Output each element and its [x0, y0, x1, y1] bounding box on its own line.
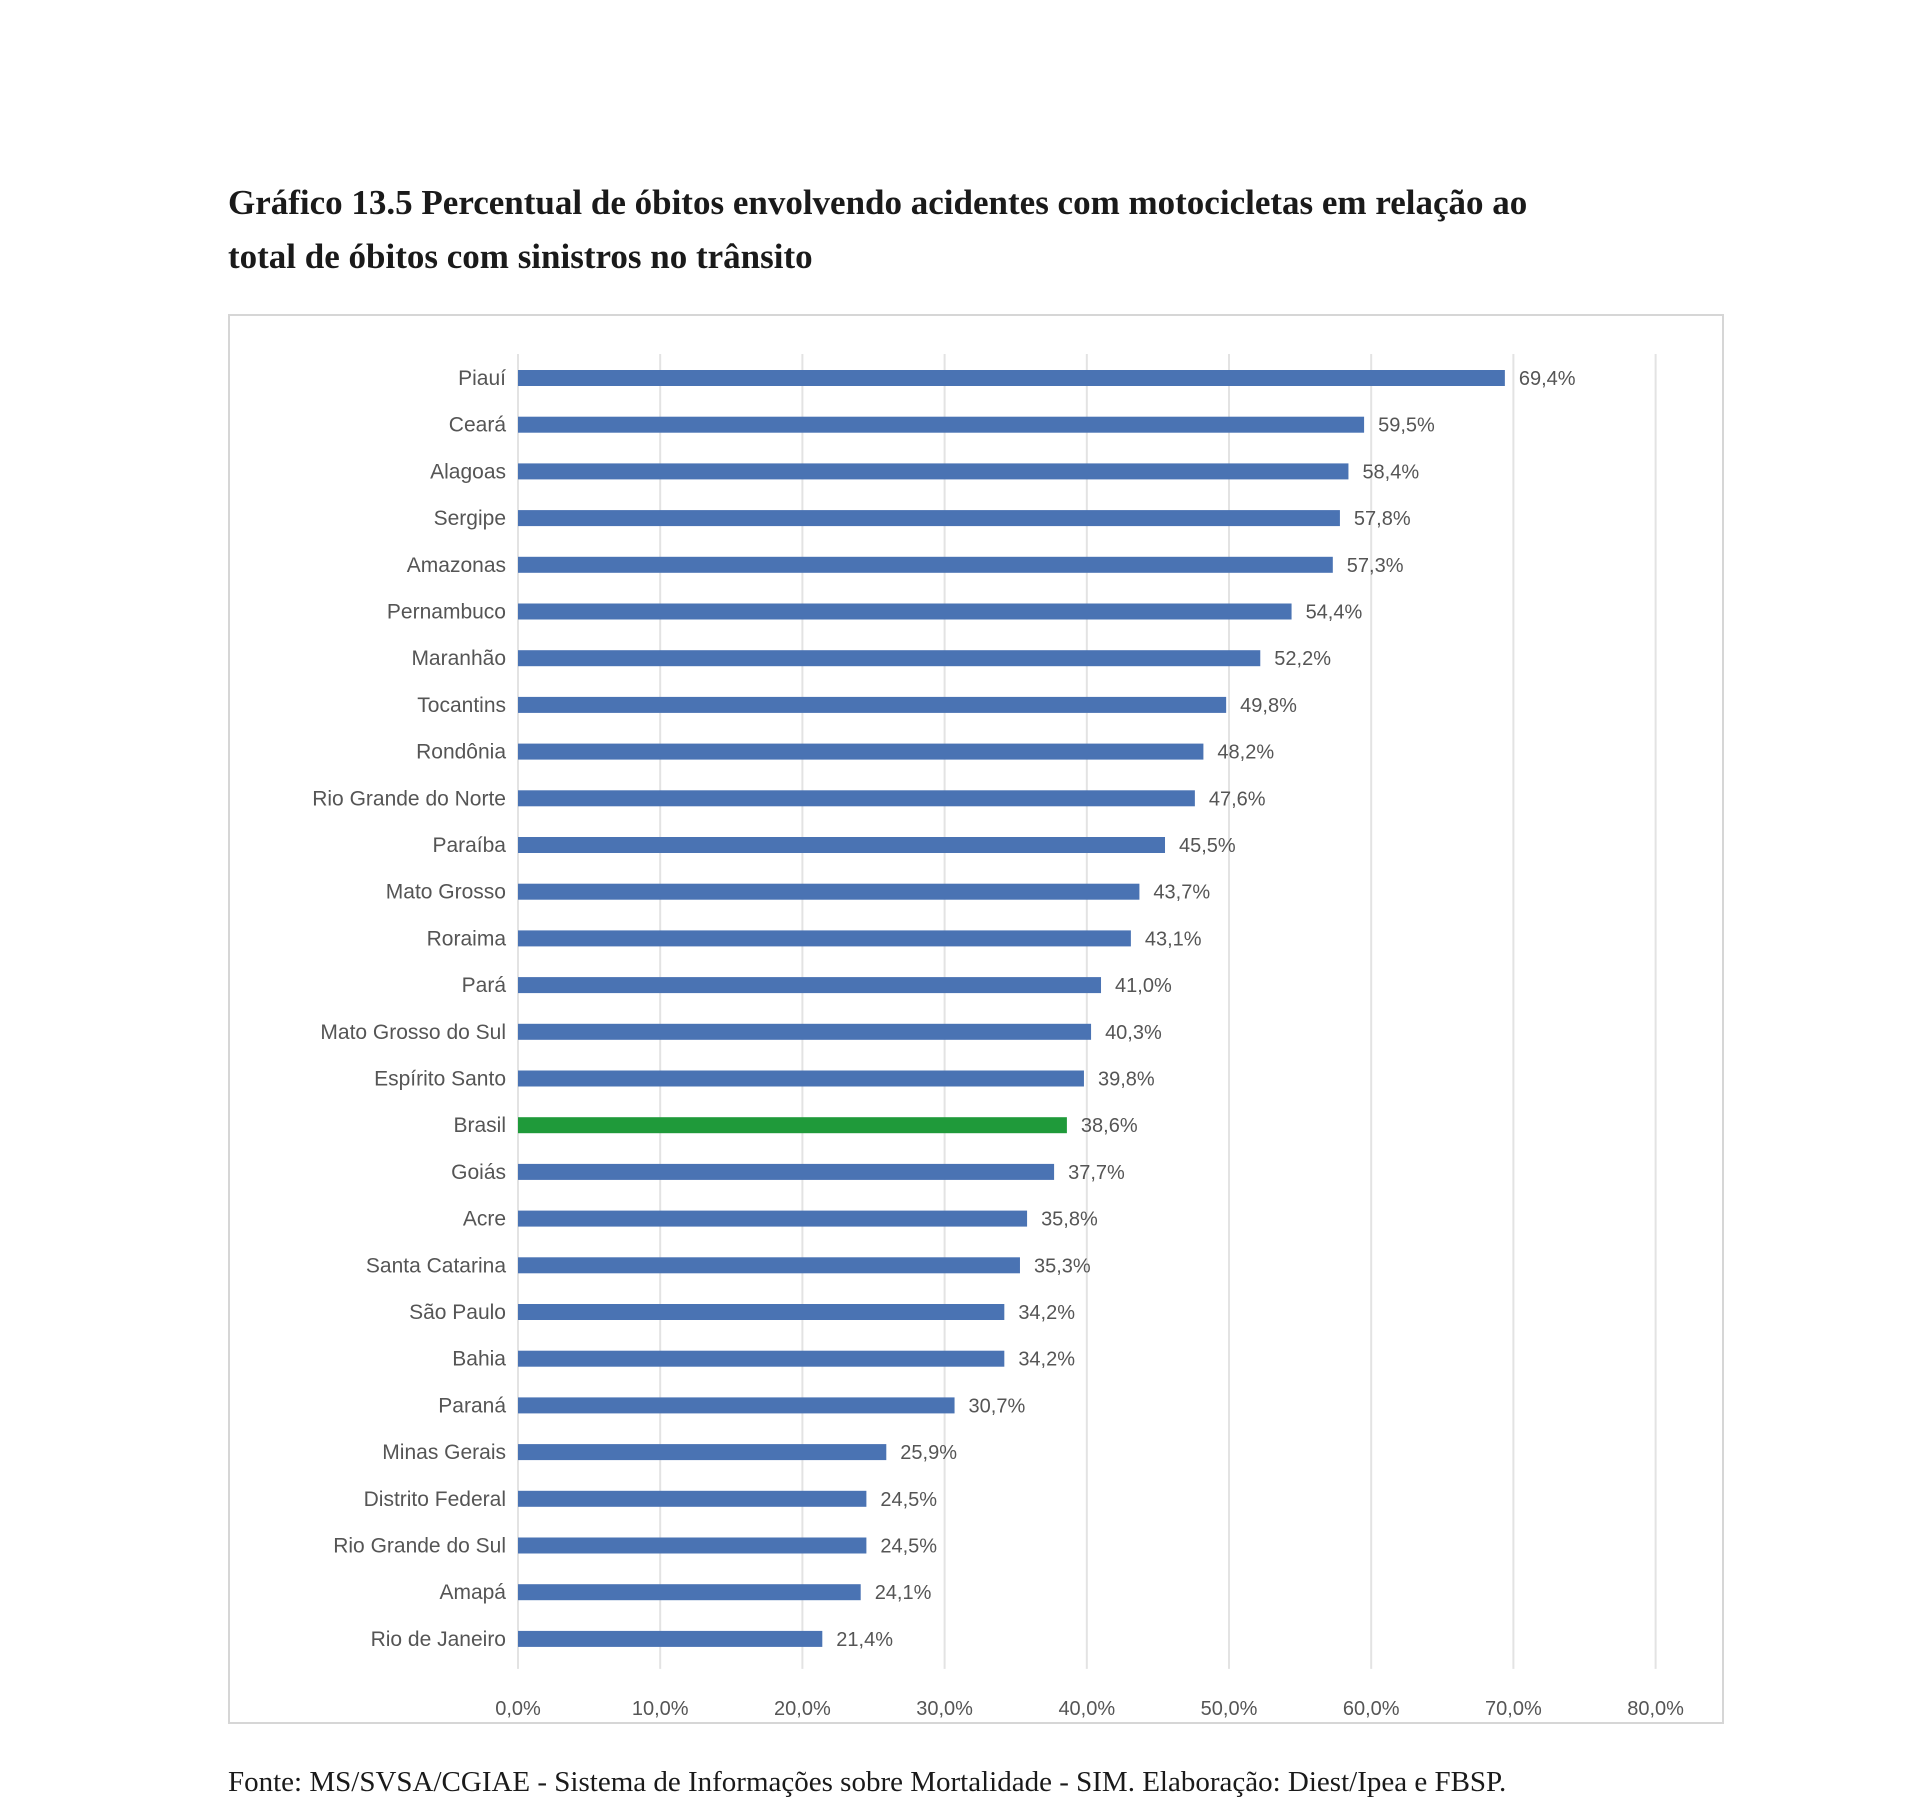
bar [518, 790, 1195, 807]
category-label: Maranhão [411, 647, 506, 670]
category-label: Ceará [449, 414, 507, 437]
data-label: 43,7% [1153, 882, 1210, 904]
bar [518, 1444, 887, 1461]
bar [518, 1350, 1005, 1367]
category-label: Santa Catarina [366, 1254, 506, 1277]
category-label: Paraná [438, 1394, 506, 1417]
bar [518, 1584, 861, 1601]
bar [518, 556, 1333, 573]
data-label: 24,5% [880, 1489, 937, 1511]
bar [518, 510, 1340, 527]
chart-title-line-1: Gráfico 13.5 Percentual de óbitos envolv… [228, 183, 1528, 222]
bar [518, 370, 1505, 386]
category-label: Amazonas [407, 554, 506, 577]
bar-highlight [518, 1117, 1067, 1134]
bar [518, 1304, 1005, 1320]
bar [518, 883, 1140, 900]
bar [518, 1537, 867, 1554]
category-label: Brasil [453, 1114, 506, 1137]
bar [518, 1163, 1055, 1180]
category-label: Paraíba [432, 834, 506, 857]
data-label: 58,4% [1362, 461, 1419, 483]
data-label: 40,3% [1105, 1022, 1162, 1044]
category-label: Rio Grande do Norte [312, 787, 506, 810]
category-label: Espírito Santo [374, 1068, 506, 1091]
x-tick-label: 60,0% [1343, 1698, 1400, 1720]
data-label: 38,6% [1081, 1115, 1138, 1137]
category-label: Pará [462, 974, 507, 997]
bar [518, 837, 1166, 853]
data-label: 24,5% [880, 1536, 937, 1558]
category-label: Rondônia [416, 741, 506, 764]
category-label: Mato Grosso [386, 881, 506, 904]
category-label: Rio de Janeiro [371, 1628, 506, 1651]
category-label: Pernambuco [387, 601, 506, 624]
bar [518, 1023, 1092, 1040]
data-label: 45,5% [1179, 835, 1236, 857]
category-label: Roraima [427, 927, 507, 950]
bar [518, 1210, 1028, 1227]
category-label: Acre [463, 1208, 506, 1231]
data-label: 37,7% [1068, 1162, 1125, 1184]
x-tick-label: 40,0% [1058, 1698, 1115, 1720]
x-tick-label: 30,0% [916, 1698, 973, 1720]
data-label: 25,9% [900, 1442, 957, 1464]
x-tick-label: 70,0% [1485, 1698, 1542, 1720]
category-label: Amapá [439, 1581, 506, 1604]
bar [518, 463, 1349, 480]
data-label: 59,5% [1378, 415, 1435, 437]
data-label: 30,7% [969, 1395, 1026, 1417]
data-label: 69,4% [1519, 368, 1576, 390]
bar [518, 696, 1227, 713]
bar [518, 1257, 1020, 1274]
data-label: 57,3% [1347, 555, 1404, 577]
category-label: Sergipe [434, 507, 506, 530]
x-tick-label: 20,0% [774, 1698, 831, 1720]
data-label: 57,8% [1354, 508, 1411, 530]
data-label: 43,1% [1145, 928, 1202, 950]
data-label: 54,4% [1306, 602, 1363, 624]
bar [518, 1070, 1084, 1087]
bar [518, 930, 1131, 947]
category-label: Alagoas [430, 460, 506, 483]
bar [518, 1630, 823, 1647]
bar [518, 603, 1292, 620]
category-label: Rio Grande do Sul [333, 1535, 506, 1558]
category-label: Goiás [451, 1161, 506, 1184]
chart-title-line-2: total de óbitos com sinistros no trânsit… [228, 237, 813, 276]
data-label: 52,2% [1274, 648, 1331, 670]
x-tick-label: 80,0% [1627, 1698, 1684, 1720]
data-label: 21,4% [836, 1629, 893, 1651]
category-label: Tocantins [417, 694, 506, 717]
bar-chart: 0,0% 10,0% 20,0% 30,0% 40,0% 50,0% 60,0% 70,0% 8… [312, 354, 1684, 1720]
data-label: 24,1% [875, 1582, 932, 1604]
category-label: Bahia [452, 1348, 506, 1371]
x-tick-label: 50,0% [1201, 1698, 1258, 1720]
data-label: 34,2% [1018, 1349, 1075, 1371]
chart-title: Gráfico 13.5 Percentual de óbitos envolv… [228, 176, 1728, 284]
category-label: Distrito Federal [364, 1488, 506, 1511]
bar [518, 416, 1365, 433]
category-label: São Paulo [409, 1301, 506, 1324]
data-label: 34,2% [1018, 1302, 1075, 1324]
bar [518, 1490, 867, 1507]
category-label: Minas Gerais [382, 1441, 506, 1464]
data-label: 48,2% [1217, 742, 1274, 764]
data-label: 41,0% [1115, 975, 1172, 997]
data-label: 39,8% [1098, 1069, 1155, 1091]
x-tick-label: 0,0% [495, 1698, 541, 1720]
bar [518, 743, 1204, 760]
source-note: Fonte: MS/SVSA/CGIAE - Sistema de Inform… [228, 1766, 1507, 1798]
bar [518, 650, 1261, 667]
bar [518, 977, 1102, 994]
data-label: 47,6% [1209, 788, 1266, 810]
x-tick-label: 10,0% [632, 1698, 689, 1720]
chart-frame: 0,0% 10,0% 20,0% 30,0% 40,0% 50,0% 60,0% 70,0% 8… [228, 314, 1724, 1724]
data-label: 49,8% [1240, 695, 1297, 717]
category-label: Mato Grosso do Sul [320, 1021, 506, 1044]
category-label: Piauí [458, 367, 506, 390]
bar [518, 1397, 955, 1414]
data-label: 35,8% [1041, 1209, 1098, 1231]
data-label: 35,3% [1034, 1255, 1091, 1277]
